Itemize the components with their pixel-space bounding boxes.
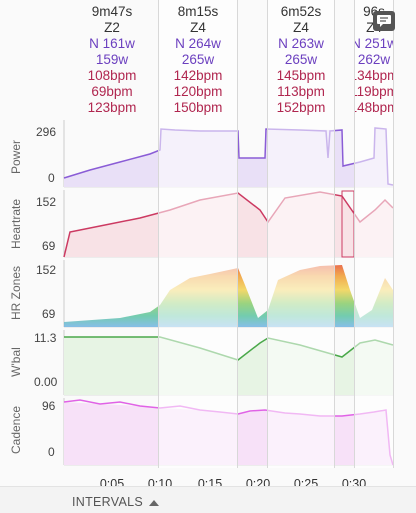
interval-average-power: 265w bbox=[284, 52, 318, 67]
interval-zone: Z2 bbox=[104, 20, 120, 35]
interval-min-hr: 69bpm bbox=[91, 84, 133, 99]
heartrate-max: 152 bbox=[36, 195, 56, 209]
wbal-min: 0.00 bbox=[34, 375, 58, 389]
hrzones-min: 69 bbox=[42, 307, 56, 321]
bottom-bar bbox=[0, 486, 416, 513]
interval-normalized-power: N 264w bbox=[175, 36, 221, 51]
interval-max-hr: 150bpm bbox=[173, 100, 223, 115]
interval-normalized-power: N 161w bbox=[89, 36, 135, 51]
hrzones-max: 152 bbox=[36, 263, 56, 277]
interval-column[interactable]: 96s Z4 N 251w 262w 134bpm 119bpm 148bpm bbox=[354, 0, 394, 468]
interval-duration: 6m52s bbox=[280, 4, 322, 19]
cadence-min: 0 bbox=[48, 445, 55, 459]
interval-max-hr: 123bpm bbox=[87, 100, 137, 115]
interval-max-hr: 148bpm bbox=[355, 100, 393, 115]
heartrate-min: 69 bbox=[42, 239, 56, 253]
interval-average-power: 262w bbox=[357, 52, 391, 67]
interval-column[interactable]: 9m47s Z2 N 161w 159w 108bpm 69bpm 123bpm bbox=[64, 0, 160, 468]
interval-min-hr: 119bpm bbox=[355, 84, 393, 99]
interval-average-hr: 142bpm bbox=[173, 68, 223, 83]
interval-zone: Z4 bbox=[190, 20, 206, 35]
interval-column[interactable]: 8m15s Z4 N 264w 265w 142bpm 120bpm 150bp… bbox=[158, 0, 238, 468]
power-axis-label: Power bbox=[9, 140, 23, 174]
intervals-toggle[interactable]: INTERVALS bbox=[72, 495, 160, 509]
interval-min-hr: 113bpm bbox=[277, 84, 325, 99]
interval-zone: Z4 bbox=[293, 20, 309, 35]
wbal-max: 11.3 bbox=[34, 331, 57, 345]
chevron-up-icon bbox=[149, 499, 160, 506]
chat-icon[interactable] bbox=[373, 11, 395, 31]
interval-average-hr: 134bpm bbox=[355, 68, 393, 83]
interval-average-hr: 145bpm bbox=[276, 68, 326, 83]
power-min: 0 bbox=[48, 171, 55, 185]
cadence-axis-label: Cadence bbox=[9, 406, 23, 454]
interval-normalized-power: N 251w bbox=[355, 36, 394, 51]
interval-normalized-power: N 263w bbox=[278, 36, 324, 51]
cadence-max: 96 bbox=[42, 399, 56, 413]
interval-max-hr: 152bpm bbox=[276, 100, 326, 115]
interval-column[interactable]: 6m52s Z4 N 263w 265w 145bpm 113bpm 152bp… bbox=[267, 0, 335, 468]
interval-average-hr: 108bpm bbox=[87, 68, 137, 83]
interval-average-power: 159w bbox=[95, 52, 129, 67]
wbal-axis-label: W'bal bbox=[9, 347, 23, 377]
interval-average-power: 265w bbox=[181, 52, 215, 67]
interval-duration: 9m47s bbox=[91, 4, 133, 19]
power-max: 296 bbox=[36, 125, 56, 139]
intervals-label: INTERVALS bbox=[72, 495, 144, 509]
interval-duration: 8m15s bbox=[177, 4, 219, 19]
hrzones-axis-label: HR Zones bbox=[9, 266, 23, 320]
heartrate-axis-label: Heartrate bbox=[9, 199, 23, 249]
interval-min-hr: 120bpm bbox=[173, 84, 223, 99]
